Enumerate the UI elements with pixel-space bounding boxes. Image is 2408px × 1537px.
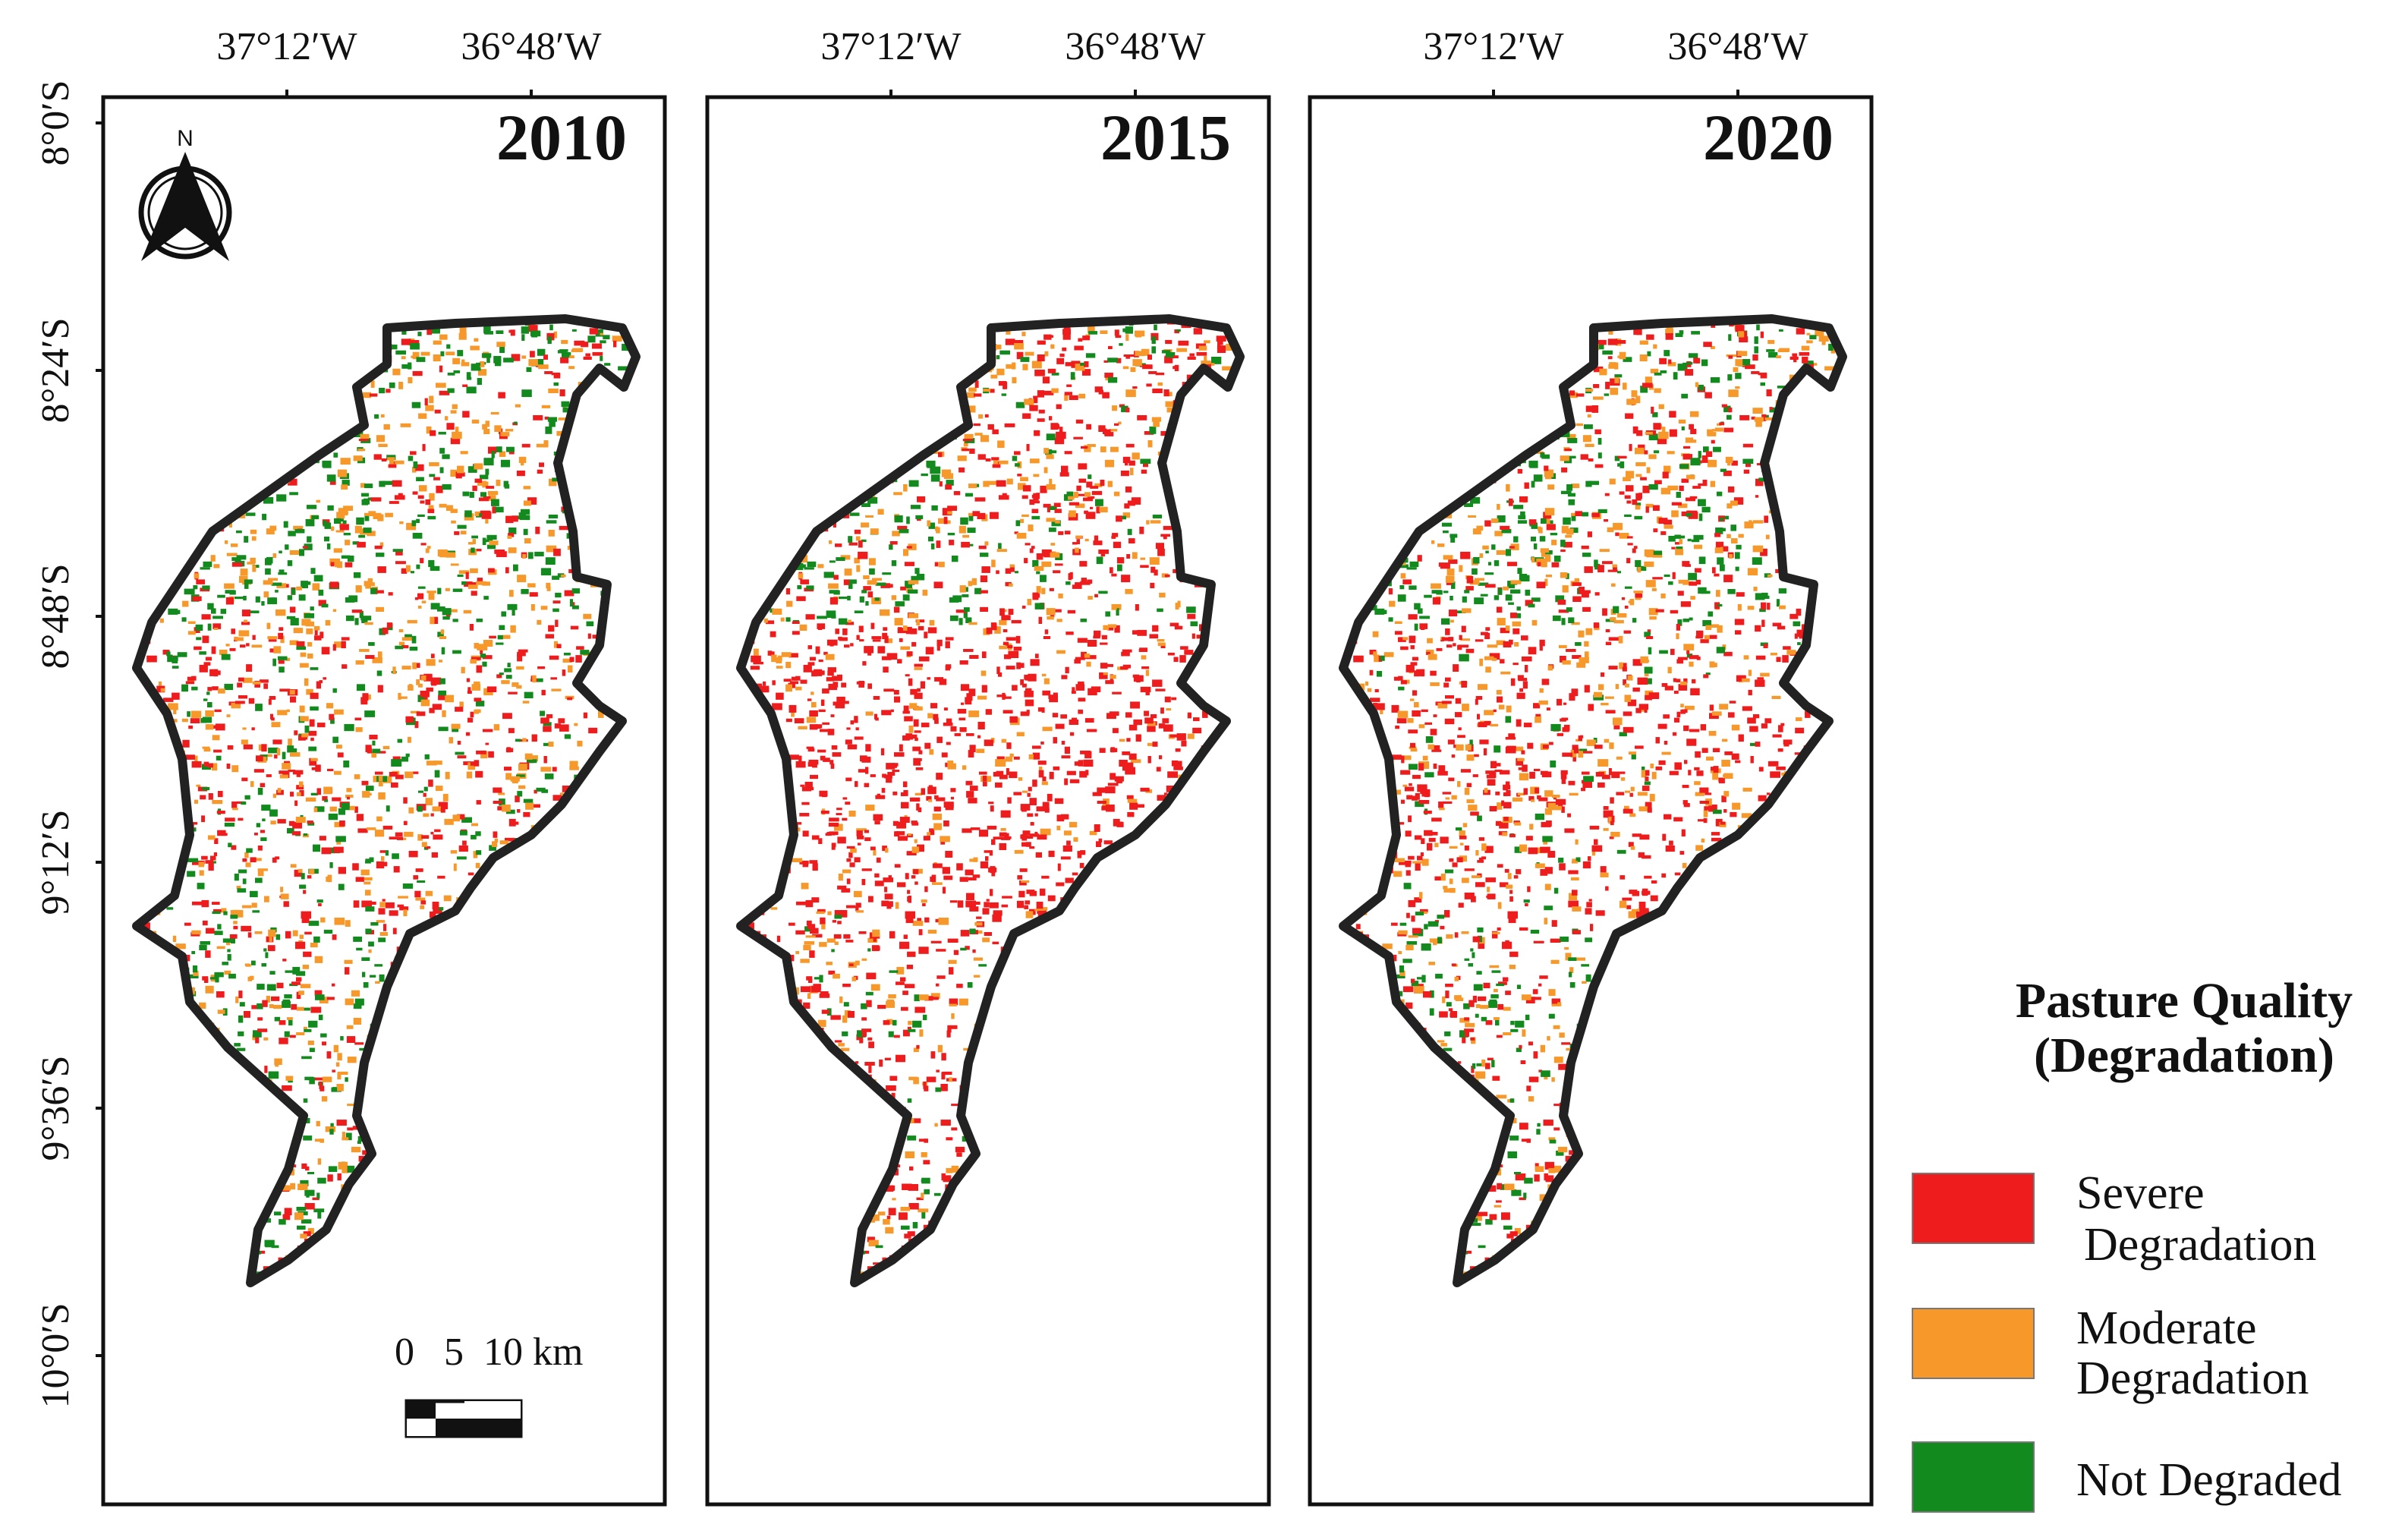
legend-label-moderate: Moderate xyxy=(2076,1302,2257,1354)
latitude-label: 9°36′S xyxy=(34,1055,77,1161)
north-arrow-icon: N xyxy=(138,126,232,261)
legend-title: Pasture Quality xyxy=(2016,973,2353,1028)
longitude-label: 37°12′W xyxy=(1423,25,1563,68)
panel-year: 2015 xyxy=(1100,101,1231,174)
map-panel-2010: 37°12′W 36°48′W 2010 xyxy=(96,25,667,1507)
latitude-label: 8°48′S xyxy=(34,563,77,669)
legend-swatch-moderate xyxy=(1912,1308,2035,1379)
latitude-ticks xyxy=(96,121,103,1357)
legend-subtitle: (Degradation) xyxy=(2034,1028,2334,1083)
latitude-labels: 8°0′S 8°24′S 8°48′S 9°12′S 9°36′S 10°0′S xyxy=(34,80,77,1408)
legend-label-severe: Severe xyxy=(2076,1167,2205,1219)
legend-label-not-degraded: Not Degraded xyxy=(2076,1454,2341,1506)
legend-swatch-not-degraded xyxy=(1912,1441,2035,1513)
longitude-label: 36°48′W xyxy=(1667,25,1808,68)
latitude-label: 10°0′S xyxy=(34,1302,77,1408)
map-panel-2015: 37°12′W 36°48′W 2015 xyxy=(705,25,1271,1507)
scale-bar: 0 5 10 km xyxy=(395,1331,583,1438)
legend-label-moderate-2: Degradation xyxy=(2076,1353,2309,1404)
longitude-label: 36°48′W xyxy=(461,25,601,68)
legend-label-severe-2: Degradation xyxy=(2084,1219,2316,1271)
map-panel-2020: 37°12′W 36°48′W 2020 xyxy=(1308,25,1874,1507)
longitude-label: 37°12′W xyxy=(820,25,961,68)
longitude-label: 36°48′W xyxy=(1065,25,1205,68)
latitude-label: 8°24′S xyxy=(34,317,77,423)
scale-bar-label: 0 5 10 km xyxy=(395,1331,583,1374)
latitude-label: 9°12′S xyxy=(34,809,77,915)
legend: Pasture Quality (Degradation) Severe Deg… xyxy=(1912,973,2353,1513)
panel-year: 2020 xyxy=(1703,101,1834,174)
legend-swatch-severe xyxy=(1912,1173,2035,1244)
north-label: N xyxy=(177,126,194,151)
latitude-label: 8°0′S xyxy=(34,80,77,165)
panel-year: 2010 xyxy=(496,101,627,174)
longitude-label: 37°12′W xyxy=(216,25,357,68)
